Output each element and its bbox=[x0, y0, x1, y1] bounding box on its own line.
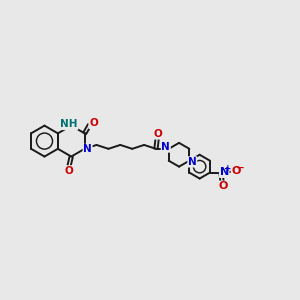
Text: N: N bbox=[83, 144, 92, 154]
Text: N: N bbox=[161, 142, 170, 152]
Text: O: O bbox=[231, 167, 241, 176]
Text: N: N bbox=[188, 157, 197, 167]
Text: N: N bbox=[220, 167, 229, 177]
Text: O: O bbox=[218, 181, 227, 191]
Text: O: O bbox=[153, 129, 162, 139]
Text: +: + bbox=[224, 164, 231, 172]
Text: NH: NH bbox=[60, 119, 78, 129]
Text: −: − bbox=[236, 163, 244, 172]
Text: O: O bbox=[64, 166, 73, 176]
Text: O: O bbox=[89, 118, 98, 128]
